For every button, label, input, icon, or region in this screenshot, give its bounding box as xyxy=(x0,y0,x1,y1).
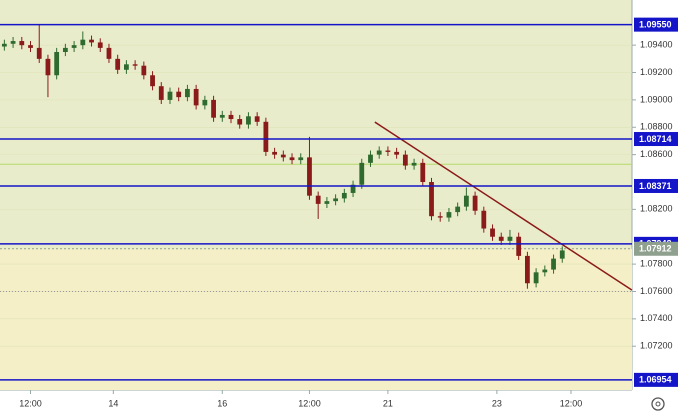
current-price-label: 1.07912 xyxy=(639,244,672,254)
candle-body xyxy=(10,41,16,44)
candle-body xyxy=(106,47,112,59)
candle-body xyxy=(80,39,86,46)
candle-body xyxy=(437,216,443,218)
candle-body xyxy=(36,47,42,59)
candle-body xyxy=(71,45,77,48)
candle-body xyxy=(411,162,417,166)
y-tick-label: 1.08600 xyxy=(640,149,673,159)
x-tick-label: 12:00 xyxy=(560,398,583,408)
candle-body xyxy=(498,236,504,241)
candle-body xyxy=(54,52,60,76)
x-tick-label: 12:00 xyxy=(19,398,42,408)
x-tick-label: 16 xyxy=(217,398,227,408)
level-label: 1.08714 xyxy=(639,134,672,144)
candle-body xyxy=(228,114,234,120)
candle-body xyxy=(28,45,33,48)
candle-body xyxy=(254,116,260,122)
candle-body xyxy=(542,269,548,273)
candle-body xyxy=(1,43,7,47)
candle-body xyxy=(150,75,155,87)
candle-body xyxy=(507,236,513,241)
trendline xyxy=(374,121,633,291)
candle-body xyxy=(158,86,164,100)
candle-body xyxy=(141,65,147,76)
y-tick-label: 1.09000 xyxy=(640,94,673,104)
candle-body xyxy=(446,212,452,218)
candle-body xyxy=(551,258,556,270)
candle-body xyxy=(176,91,182,98)
candle-body xyxy=(132,64,138,66)
candle-body xyxy=(307,157,312,196)
y-tick-label: 1.07800 xyxy=(640,258,673,268)
candle-body xyxy=(62,47,68,52)
y-tick-label: 1.07600 xyxy=(640,286,673,296)
y-tick-label: 1.07200 xyxy=(640,341,673,351)
level-label-box xyxy=(634,17,678,32)
level-label-box xyxy=(634,132,678,147)
candle-body xyxy=(246,116,251,125)
x-tick-label: 12:00 xyxy=(298,398,321,408)
candle-body xyxy=(219,114,225,118)
y-tick-label: 1.08200 xyxy=(640,204,673,214)
candle-body xyxy=(341,192,347,199)
candle-body xyxy=(455,206,461,213)
candle-body xyxy=(394,151,400,155)
candle-body xyxy=(19,41,25,46)
candle-body xyxy=(263,121,269,152)
level-label: 1.06954 xyxy=(639,375,672,385)
candle-body xyxy=(463,195,469,207)
candle-body xyxy=(272,151,277,155)
settings-icon[interactable] xyxy=(651,397,665,411)
candle-body xyxy=(45,58,51,76)
x-tick-label: 14 xyxy=(108,398,118,408)
candle-body xyxy=(237,119,243,125)
candle-body xyxy=(185,88,190,98)
y-tick-label: 1.08800 xyxy=(640,122,673,132)
candle-body xyxy=(315,195,321,204)
candle-body xyxy=(97,42,103,48)
candle-body xyxy=(350,184,356,193)
candle-body xyxy=(289,157,295,161)
candle-body xyxy=(385,150,391,152)
y-tick-label: 1.09400 xyxy=(640,40,673,50)
x-tick-label: 23 xyxy=(492,398,502,408)
candle-body xyxy=(359,162,365,185)
candle-body xyxy=(115,58,121,70)
candle-body xyxy=(298,157,304,161)
candle-body xyxy=(193,88,199,106)
y-tick-label: 1.07400 xyxy=(640,313,673,323)
y-tick-label: 1.09200 xyxy=(640,67,673,77)
candle-body xyxy=(524,255,530,284)
candle-body xyxy=(167,91,173,100)
current-price-box xyxy=(634,241,678,256)
candle-body xyxy=(516,236,522,256)
candle-body xyxy=(559,250,565,259)
level-label-box xyxy=(634,178,678,193)
candle-body xyxy=(202,99,208,106)
candle-body xyxy=(420,162,426,182)
x-tick-label: 21 xyxy=(383,398,393,408)
candle-body xyxy=(280,154,286,158)
candle-body xyxy=(124,64,129,70)
candle-body xyxy=(472,195,478,211)
candle-body xyxy=(324,201,330,204)
candle-body xyxy=(490,228,495,237)
candle-body xyxy=(481,210,487,229)
level-label: 1.08371 xyxy=(639,181,672,191)
candle-body xyxy=(333,198,339,202)
candle-body xyxy=(402,154,408,166)
candle-body xyxy=(429,182,434,217)
level-label-box xyxy=(634,372,678,387)
candle-body xyxy=(376,150,382,155)
candle-body xyxy=(211,99,216,118)
candle-body xyxy=(368,154,373,163)
level-label: 1.09550 xyxy=(639,20,672,30)
candle-body xyxy=(533,272,539,284)
candle-body xyxy=(89,39,94,43)
plot-area-lower xyxy=(0,248,632,390)
